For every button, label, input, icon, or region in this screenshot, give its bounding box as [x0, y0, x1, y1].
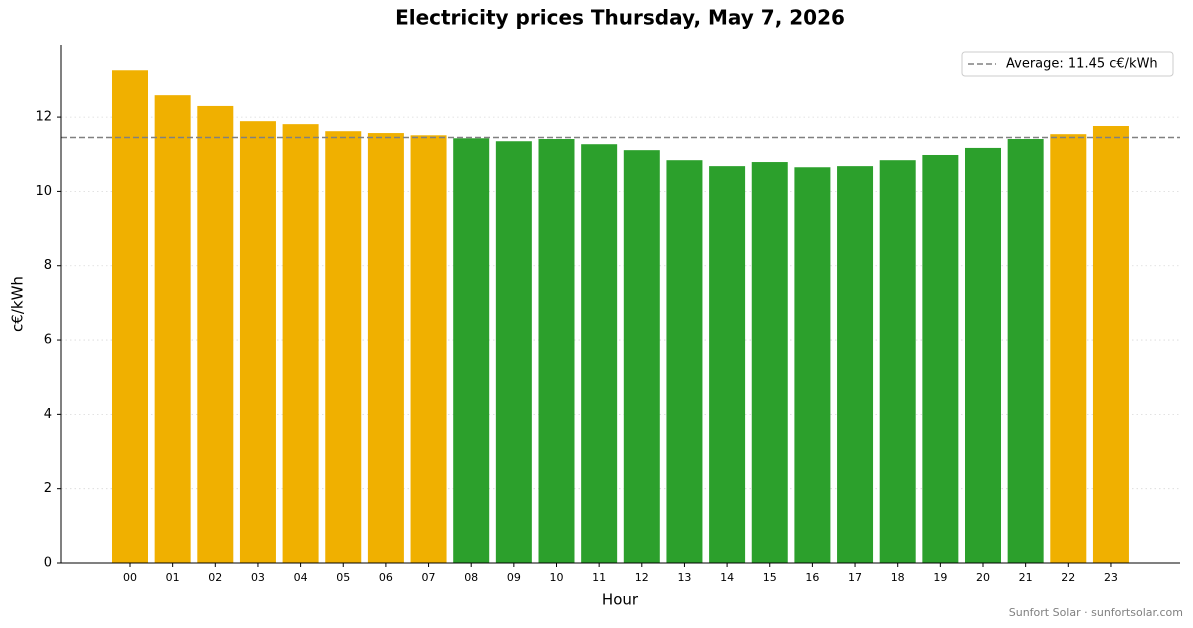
x-tick-label: 07 [422, 571, 436, 584]
bar [239, 121, 276, 564]
source-note: Sunfort Solar · sunfortsolar.com [1009, 606, 1183, 619]
bar [666, 160, 703, 564]
bar [1007, 139, 1044, 563]
x-tick-label: 10 [550, 571, 564, 584]
bar [794, 167, 831, 563]
bar [1050, 134, 1087, 564]
bar [112, 70, 148, 563]
y-axis-label: c€/kWh [9, 276, 27, 332]
x-tick-label: 18 [891, 571, 905, 584]
x-tick-label: 01 [166, 571, 180, 584]
bar [751, 162, 788, 564]
bar [495, 141, 532, 563]
x-tick-label: 06 [379, 571, 393, 584]
x-tick-label: 22 [1061, 571, 1075, 584]
legend-box [961, 51, 1174, 77]
bar [1092, 126, 1129, 563]
y-tick-label: 4 [44, 407, 52, 422]
bar [879, 160, 916, 564]
y-tick-label: 12 [35, 110, 52, 125]
bar [837, 166, 874, 564]
bar [367, 133, 404, 563]
bar [922, 154, 959, 563]
x-axis-label: Hour [602, 591, 639, 609]
x-tick-label: 09 [507, 571, 521, 584]
y-tick-label: 2 [44, 481, 52, 496]
x-tick-label: 16 [805, 571, 819, 584]
x-tick-label: 02 [208, 571, 222, 584]
bar [453, 138, 490, 564]
x-tick-label: 04 [294, 571, 308, 584]
y-tick-label: 10 [35, 184, 52, 199]
x-tick-label: 14 [720, 571, 734, 584]
x-tick-label: 21 [1019, 571, 1033, 584]
x-tick-label: 03 [251, 571, 265, 584]
bar [709, 166, 746, 564]
bar [965, 147, 1001, 563]
bar [325, 131, 362, 563]
bar [282, 124, 319, 564]
x-tick-label: 05 [336, 571, 350, 584]
x-tick-label: 00 [123, 571, 137, 584]
x-tick-label: 23 [1104, 571, 1118, 584]
y-tick-label: 8 [44, 258, 52, 273]
x-tick-label: 20 [976, 571, 990, 584]
x-tick-label: 17 [848, 571, 862, 584]
legend-label: Average: 11.45 c€/kWh [1006, 57, 1158, 72]
x-tick-label: 19 [933, 571, 947, 584]
y-tick-label: 0 [44, 556, 52, 571]
chart-title: Electricity prices Thursday, May 7, 2026 [395, 6, 845, 30]
bar [623, 150, 660, 563]
bar [197, 105, 234, 564]
x-tick-label: 12 [635, 571, 649, 584]
bar [581, 144, 618, 563]
bar [154, 95, 191, 564]
y-tick-label: 6 [44, 333, 52, 348]
bar [538, 139, 575, 563]
x-tick-label: 15 [763, 571, 777, 584]
bar [410, 135, 447, 563]
x-tick-label: 13 [677, 571, 691, 584]
x-tick-label: 08 [464, 571, 478, 584]
x-tick-label: 11 [592, 571, 606, 584]
